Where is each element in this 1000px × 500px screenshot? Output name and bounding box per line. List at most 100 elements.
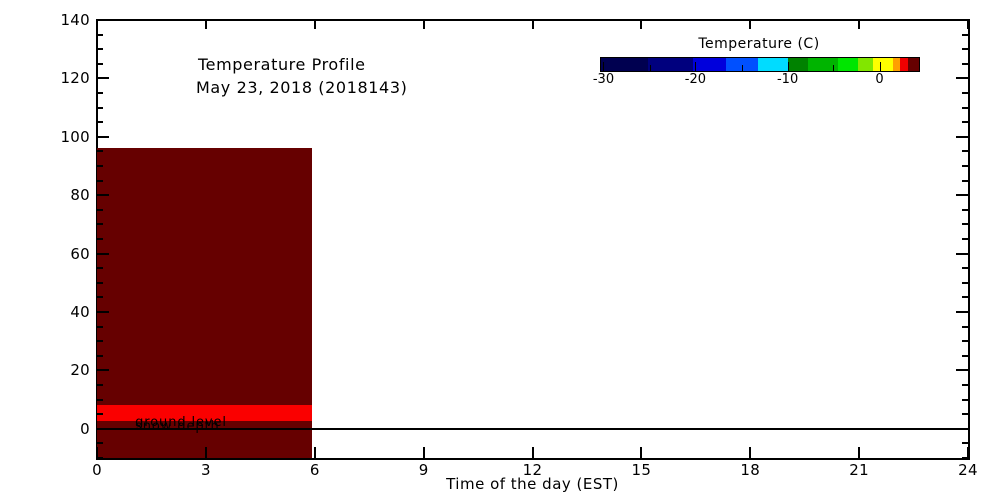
ground-level-line [97, 427, 968, 430]
y-minor-tick-right [962, 150, 968, 153]
colorbar-minor-tick [833, 65, 835, 72]
colorbar-tick-label: -30 [592, 72, 615, 87]
y-major-tick-right [956, 427, 968, 430]
ground-level-annotation: ground level [135, 414, 227, 430]
colorbar-minor-tick [649, 65, 651, 72]
colorbar-minor-tick [741, 65, 743, 72]
x-major-tick-bottom [749, 447, 752, 458]
y-minor-tick-right [962, 457, 968, 459]
y-major-tick-right [956, 19, 968, 21]
x-major-tick-top [967, 20, 969, 29]
y-minor-tick-right [962, 296, 968, 299]
x-tick-label: 3 [200, 461, 211, 479]
y-major-tick-right [956, 194, 968, 197]
x-tick-label: 12 [522, 461, 543, 479]
y-minor-tick-left [97, 62, 103, 65]
y-minor-tick-right [962, 223, 968, 226]
y-tick-label: 140 [60, 11, 90, 29]
x-major-tick-top [858, 20, 861, 29]
y-minor-tick-left [97, 296, 103, 299]
y-minor-tick-right [962, 413, 968, 416]
x-tick-label: 9 [418, 461, 429, 479]
y-minor-tick-left [97, 121, 103, 124]
colorbar-title: Temperature (C) [698, 36, 820, 52]
y-minor-tick-right [962, 398, 968, 401]
y-minor-tick-right [962, 340, 968, 343]
y-minor-tick-right [962, 106, 968, 109]
colorbar-tick-label: -20 [684, 72, 706, 87]
y-minor-tick-right [962, 281, 968, 284]
y-minor-tick-right [962, 442, 968, 445]
y-minor-tick-left [97, 106, 103, 109]
y-minor-tick-left [97, 340, 103, 343]
colorbar-major-tick [787, 62, 789, 72]
y-major-tick-left [97, 369, 109, 372]
y-major-tick-left [97, 194, 109, 197]
x-major-tick-top [531, 20, 534, 29]
x-major-tick-bottom [204, 447, 207, 458]
x-tick-label: 18 [740, 461, 761, 479]
y-minor-tick-left [97, 457, 103, 459]
x-major-tick-bottom [96, 447, 98, 458]
y-tick-label: 120 [60, 69, 90, 88]
colorbar-tick-label: -10 [776, 72, 799, 87]
x-tick-label: 24 [958, 461, 978, 479]
x-tick-label: 6 [309, 461, 320, 479]
y-tick-label: 40 [70, 303, 90, 321]
colorbar [600, 57, 920, 72]
x-major-tick-bottom [858, 447, 861, 458]
y-minor-tick-right [962, 179, 968, 182]
y-minor-tick-left [97, 33, 103, 36]
y-minor-tick-right [962, 62, 968, 65]
chart-title: Temperature Profile [198, 55, 366, 74]
y-minor-tick-right [962, 33, 968, 36]
y-major-tick-left [97, 135, 109, 138]
snow-depth-annotation: snow depth [135, 419, 220, 434]
y-tick-label: 0 [80, 419, 90, 438]
y-minor-tick-right [962, 325, 968, 328]
x-major-tick-top [96, 20, 98, 29]
y-minor-tick-left [97, 179, 103, 182]
y-minor-tick-left [97, 223, 103, 226]
x-major-tick-bottom [640, 447, 643, 458]
colorbar-major-tick [695, 62, 697, 72]
colorbar-major-tick [879, 62, 881, 72]
y-minor-tick-right [962, 208, 968, 211]
y-major-tick-left [97, 427, 109, 430]
y-minor-tick-left [97, 325, 103, 328]
x-axis-label: Time of the day (EST) [446, 475, 619, 493]
y-major-tick-left [97, 252, 109, 255]
x-tick-label: 21 [849, 461, 869, 479]
x-major-tick-top [749, 20, 752, 29]
y-major-tick-left [97, 19, 109, 21]
y-major-tick-right [956, 369, 968, 372]
y-minor-tick-right [962, 267, 968, 270]
x-major-tick-bottom [531, 447, 534, 458]
region-surface-band-hot [97, 405, 313, 422]
y-minor-tick-right [962, 384, 968, 386]
y-minor-tick-left [97, 267, 103, 270]
y-minor-tick-right [962, 121, 968, 124]
colorbar-tick-label: 0 [875, 72, 884, 87]
y-tick-label: 80 [70, 186, 90, 205]
y-minor-tick-right [962, 165, 968, 167]
y-minor-tick-left [97, 281, 103, 284]
y-minor-tick-left [97, 92, 103, 94]
x-tick-label: 0 [92, 461, 102, 479]
y-minor-tick-left [97, 384, 103, 386]
x-major-tick-bottom [313, 447, 316, 458]
y-minor-tick-left [97, 413, 103, 416]
x-major-tick-bottom [967, 447, 969, 458]
y-minor-tick-left [97, 150, 103, 153]
y-minor-tick-left [97, 354, 103, 357]
x-major-tick-top [422, 20, 425, 29]
y-minor-tick-left [97, 48, 103, 51]
y-major-tick-left [97, 311, 109, 313]
chart-subtitle: May 23, 2018 (2018143) [196, 78, 408, 97]
colorbar-major-tick [603, 62, 605, 72]
x-major-tick-top [204, 20, 207, 29]
y-tick-label: 60 [70, 244, 90, 263]
y-minor-tick-left [97, 398, 103, 401]
y-minor-tick-right [962, 238, 968, 240]
